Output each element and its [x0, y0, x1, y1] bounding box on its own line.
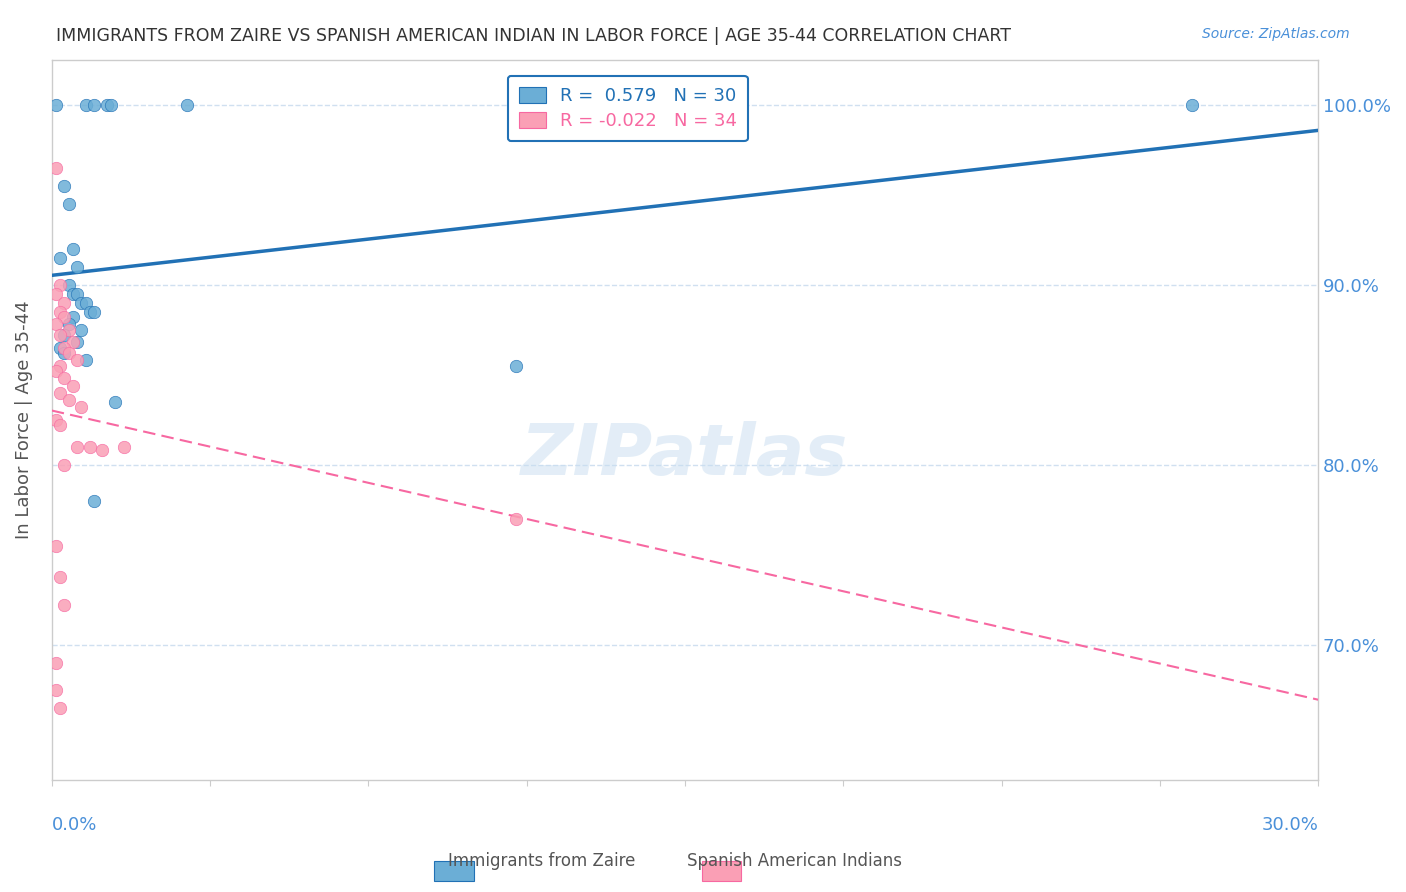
- Text: Spanish American Indians: Spanish American Indians: [688, 852, 901, 870]
- Point: [45, 413, 67, 427]
- Point: [53, 341, 76, 355]
- Point: [53, 346, 76, 360]
- Text: 30.0%: 30.0%: [1261, 816, 1319, 834]
- Point: [49, 385, 72, 400]
- Point: [70, 295, 93, 310]
- Point: [83, 494, 105, 508]
- Point: [83, 305, 105, 319]
- Point: [45, 364, 67, 378]
- Point: [53, 295, 76, 310]
- Point: [62, 310, 84, 325]
- Point: [1180, 97, 1202, 112]
- Point: [505, 512, 527, 526]
- Text: IMMIGRANTS FROM ZAIRE VS SPANISH AMERICAN INDIAN IN LABOR FORCE | AGE 35-44 CORR: IMMIGRANTS FROM ZAIRE VS SPANISH AMERICA…: [56, 27, 1011, 45]
- Point: [79, 440, 101, 454]
- Point: [45, 318, 67, 332]
- Point: [75, 353, 97, 368]
- Point: [75, 295, 97, 310]
- Point: [62, 335, 84, 350]
- Y-axis label: In Labor Force | Age 35-44: In Labor Force | Age 35-44: [15, 301, 32, 539]
- Point: [505, 359, 527, 373]
- Point: [58, 196, 80, 211]
- Point: [49, 277, 72, 292]
- Point: [53, 178, 76, 193]
- Text: Immigrants from Zaire: Immigrants from Zaire: [447, 852, 636, 870]
- Point: [45, 286, 67, 301]
- Point: [62, 286, 84, 301]
- Point: [45, 161, 67, 175]
- Point: [58, 318, 80, 332]
- Point: [112, 440, 135, 454]
- Point: [53, 328, 76, 343]
- Point: [70, 401, 93, 415]
- Point: [176, 97, 198, 112]
- Point: [45, 97, 67, 112]
- Text: Source: ZipAtlas.com: Source: ZipAtlas.com: [1202, 27, 1350, 41]
- Point: [91, 443, 114, 458]
- Point: [53, 599, 76, 613]
- Point: [79, 305, 101, 319]
- Point: [62, 242, 84, 256]
- Point: [62, 378, 84, 392]
- Point: [49, 418, 72, 433]
- Point: [66, 353, 89, 368]
- Point: [96, 97, 118, 112]
- Point: [66, 335, 89, 350]
- Point: [66, 440, 89, 454]
- Point: [66, 260, 89, 274]
- Point: [66, 286, 89, 301]
- Point: [83, 97, 105, 112]
- Point: [58, 277, 80, 292]
- Legend: R =  0.579   N = 30, R = -0.022   N = 34: R = 0.579 N = 30, R = -0.022 N = 34: [508, 76, 748, 141]
- Point: [49, 359, 72, 373]
- Point: [53, 310, 76, 325]
- Point: [53, 371, 76, 385]
- Point: [49, 251, 72, 265]
- FancyBboxPatch shape: [702, 861, 741, 880]
- FancyBboxPatch shape: [434, 861, 474, 880]
- Point: [45, 539, 67, 553]
- Point: [58, 323, 80, 337]
- Point: [49, 701, 72, 715]
- Point: [53, 458, 76, 472]
- Point: [49, 341, 72, 355]
- Point: [100, 97, 122, 112]
- Point: [58, 392, 80, 407]
- Text: ZIPatlas: ZIPatlas: [522, 421, 849, 491]
- Point: [104, 394, 127, 409]
- Point: [58, 346, 80, 360]
- Point: [70, 323, 93, 337]
- Point: [45, 656, 67, 670]
- Point: [45, 683, 67, 698]
- Point: [49, 569, 72, 583]
- Point: [49, 328, 72, 343]
- Point: [49, 305, 72, 319]
- Text: 0.0%: 0.0%: [52, 816, 97, 834]
- Point: [75, 97, 97, 112]
